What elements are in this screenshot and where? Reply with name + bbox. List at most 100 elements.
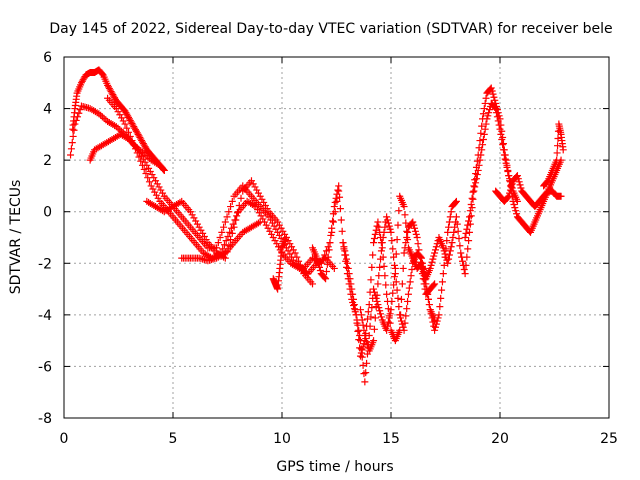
- data-point: [454, 227, 462, 235]
- data-point: [461, 234, 469, 241]
- data-point: [514, 175, 522, 183]
- data-point: [392, 278, 400, 286]
- data-point: [428, 258, 436, 266]
- series-track-14: [540, 120, 567, 190]
- data-point: [513, 172, 521, 180]
- data-point: [221, 218, 229, 226]
- data-point: [433, 317, 441, 325]
- data-point: [325, 246, 333, 254]
- data-point: [344, 264, 352, 272]
- data-point: [462, 261, 470, 269]
- data-point: [403, 305, 411, 313]
- data-point: [477, 129, 485, 137]
- data-point: [119, 117, 127, 125]
- data-points: [67, 66, 567, 386]
- data-point: [426, 306, 434, 314]
- data-point: [445, 223, 453, 231]
- series-track-10: [356, 197, 460, 355]
- data-point: [431, 246, 439, 254]
- data-point: [408, 265, 416, 273]
- data-point: [391, 270, 399, 278]
- data-point: [389, 289, 397, 297]
- data-point: [469, 188, 477, 196]
- data-point: [493, 103, 501, 111]
- data-point: [298, 265, 306, 273]
- data-point: [467, 200, 475, 208]
- data-point: [72, 116, 80, 124]
- data-point: [377, 247, 385, 255]
- data-point: [216, 234, 224, 241]
- data-point: [480, 130, 488, 138]
- data-point: [338, 227, 346, 235]
- data-point: [373, 297, 381, 305]
- data-point: [227, 236, 235, 244]
- data-point: [380, 228, 388, 236]
- data-point: [335, 182, 343, 190]
- data-point: [367, 276, 375, 284]
- data-point: [188, 211, 196, 219]
- data-point: [468, 204, 476, 212]
- data-point: [430, 281, 438, 289]
- data-point: [270, 222, 278, 230]
- data-point: [98, 113, 106, 121]
- data-point: [251, 183, 259, 191]
- data-point: [509, 197, 517, 205]
- data-point: [350, 301, 358, 309]
- data-point: [315, 260, 323, 268]
- data-point: [123, 124, 131, 132]
- data-point: [347, 280, 355, 288]
- data-point: [460, 265, 468, 273]
- data-point: [322, 275, 330, 283]
- data-point: [272, 225, 280, 233]
- data-point: [446, 247, 454, 255]
- data-point: [370, 325, 378, 333]
- data-point: [439, 270, 447, 278]
- data-point: [404, 290, 412, 298]
- data-point: [418, 259, 426, 267]
- data-point: [511, 204, 519, 212]
- series-track-13: [492, 172, 565, 211]
- data-point: [220, 223, 228, 231]
- data-point: [452, 213, 460, 221]
- data-point: [398, 280, 406, 288]
- data-point: [439, 244, 447, 252]
- data-point: [431, 280, 439, 288]
- data-point: [463, 225, 471, 233]
- data-point: [497, 130, 505, 138]
- data-point: [329, 217, 337, 225]
- data-point: [291, 249, 299, 257]
- data-point: [471, 183, 479, 191]
- data-point: [382, 281, 390, 289]
- data-point: [402, 239, 410, 247]
- data-point: [553, 156, 561, 164]
- data-point: [326, 239, 334, 247]
- data-point: [363, 315, 371, 323]
- data-point: [273, 240, 281, 248]
- data-point: [404, 297, 412, 305]
- data-point: [446, 213, 454, 221]
- data-point: [334, 186, 342, 194]
- data-point: [256, 192, 264, 200]
- data-point: [366, 288, 374, 296]
- data-point: [494, 109, 502, 117]
- data-point: [358, 346, 366, 354]
- data-point: [463, 253, 471, 261]
- data-point: [356, 306, 364, 314]
- data-point: [336, 205, 344, 213]
- data-point: [362, 335, 370, 343]
- data-point: [402, 312, 410, 320]
- data-point: [147, 182, 155, 190]
- y-tick-label: 6: [43, 50, 52, 66]
- data-point: [371, 230, 379, 238]
- data-point: [501, 151, 509, 159]
- data-point: [488, 87, 496, 95]
- data-point: [128, 137, 136, 145]
- data-point: [449, 234, 457, 241]
- data-point: [431, 326, 439, 334]
- data-point: [457, 249, 465, 257]
- data-point: [362, 369, 370, 377]
- data-point: [222, 237, 230, 245]
- data-point: [235, 202, 243, 210]
- data-point: [237, 194, 245, 202]
- data-point: [369, 251, 377, 259]
